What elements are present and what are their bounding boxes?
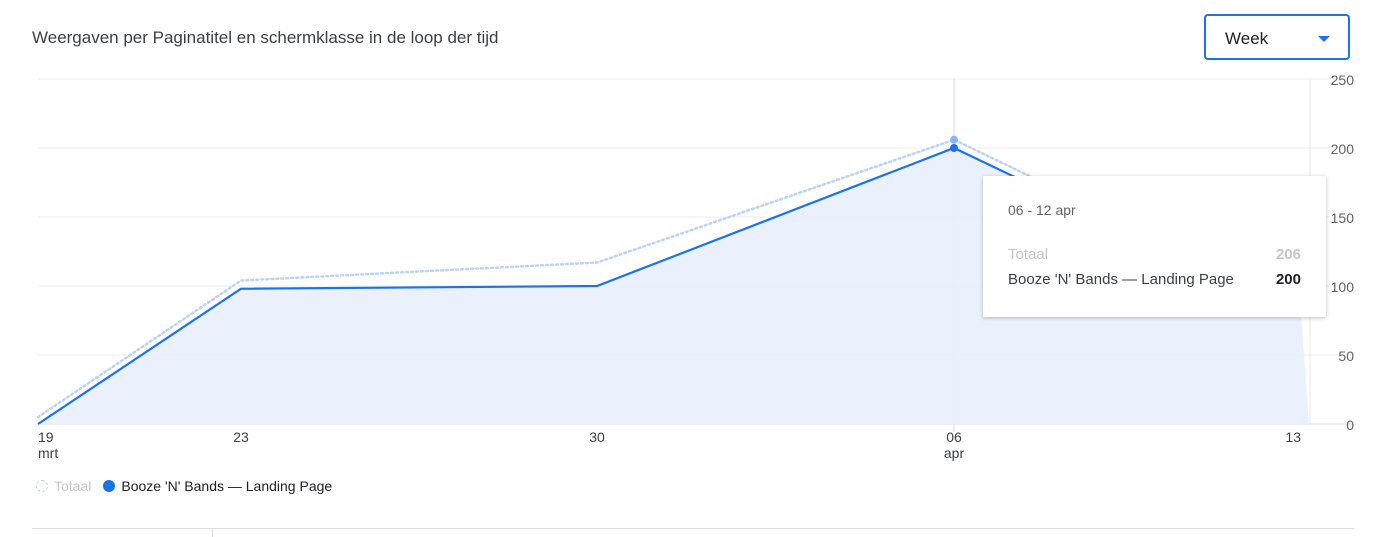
chevron-down-icon [1318,36,1330,42]
point-total-highlight [950,135,958,144]
tooltip-total-value: 206 [1275,246,1301,263]
divider [32,528,1354,529]
chart-legend: Totaal Booze 'N' Bands — Landing Page [36,478,332,494]
y-tick-label: 0 [1346,417,1354,433]
x-tick-label: 13 [1285,429,1301,445]
chart-tooltip: 06 - 12 apr Totaal 206 Booze 'N' Bands —… [983,176,1326,317]
chart-title: Weergaven per Paginatitel en schermklass… [32,28,499,47]
x-tick-label: 23 [233,429,249,445]
tooltip-series-label: Booze 'N' Bands — Landing Page [1008,271,1234,288]
y-tick-label: 150 [1331,210,1355,226]
tooltip-series-value: 200 [1275,271,1301,288]
y-tick-label: 250 [1331,72,1355,88]
legend-total-label: Totaal [54,478,92,494]
x-tick-month-label: mrt [38,445,58,461]
x-tick-label: 30 [589,429,605,445]
legend-total-swatch [36,480,48,492]
tooltip-row-series: Booze 'N' Bands — Landing Page 200 [1008,271,1301,288]
point-series-highlight [950,144,958,152]
tooltip-total-label: Totaal [1008,246,1049,263]
x-tick-label: 06 [946,429,962,445]
legend-item-total[interactable]: Totaal [36,478,103,494]
legend-item-series[interactable]: Booze 'N' Bands — Landing Page [103,478,332,494]
y-tick-label: 100 [1331,279,1355,295]
legend-series-swatch [103,480,116,492]
tooltip-date: 06 - 12 apr [1008,202,1076,218]
x-tick-month-label: apr [944,445,965,461]
period-dropdown[interactable]: Week [1204,14,1350,60]
y-tick-label: 200 [1331,141,1355,157]
legend-series-label: Booze 'N' Bands — Landing Page [121,478,333,494]
period-dropdown-value: Week [1225,29,1269,48]
tooltip-row-total: Totaal 206 [1008,246,1301,263]
x-tick-label: 19 [38,429,54,445]
y-tick-label: 50 [1338,348,1354,364]
divider-tick [212,529,213,537]
